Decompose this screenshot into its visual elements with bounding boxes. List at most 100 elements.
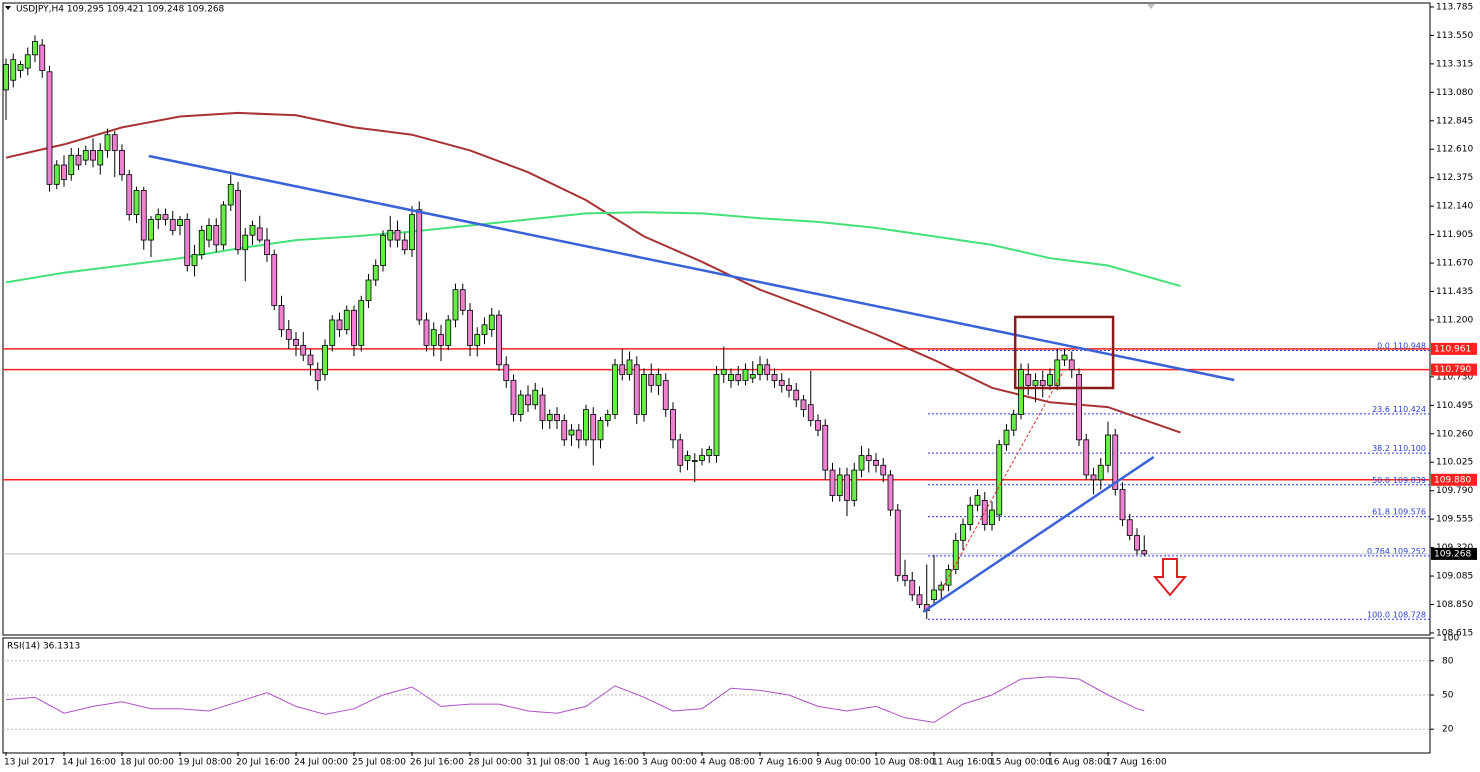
candle-body: [757, 364, 763, 375]
candle-body: [314, 369, 321, 381]
candle-body: [242, 234, 249, 251]
trendline: [940, 371, 1064, 591]
candle-body: [227, 183, 234, 206]
y-tick-label: 113.315: [1436, 59, 1473, 69]
candle-body: [1032, 380, 1039, 386]
y-tick-label: 110.260: [1436, 429, 1473, 439]
candle-body: [10, 59, 17, 81]
candle-body: [467, 309, 473, 346]
candle-body: [111, 134, 118, 151]
y-tick-label: 112.845: [1436, 116, 1473, 126]
y-tick-label: 110.730: [1436, 372, 1473, 382]
y-tick-label: 111.905: [1436, 230, 1473, 240]
y-tick-label: 110.495: [1436, 401, 1473, 411]
candle-body: [452, 289, 459, 321]
rsi-title: RSI(14) 36.1313: [7, 642, 80, 652]
candle-body: [249, 225, 256, 236]
candle-body: [1097, 464, 1104, 481]
candle-body: [365, 279, 372, 301]
candle-body: [459, 289, 466, 311]
x-tick-label: 26 Jul 16:00: [410, 758, 464, 768]
candle-body: [1061, 354, 1068, 361]
fib-label: 50.0 109.839: [1372, 475, 1426, 484]
candle-body: [989, 509, 995, 526]
candle-body: [525, 394, 531, 406]
candle-body: [996, 444, 1003, 516]
candle-body: [17, 64, 24, 71]
x-tick-label: 19 Jul 08:00: [178, 758, 232, 768]
candle-body: [119, 150, 125, 176]
candle-body: [865, 455, 872, 461]
candle-body: [742, 369, 749, 381]
rsi-line: [5, 676, 1145, 723]
candle-body: [445, 319, 452, 346]
x-tick-label: 20 Jul 16:00: [236, 758, 290, 768]
candle-body: [264, 239, 270, 255]
fib-price: 109.839: [1393, 475, 1426, 484]
x-tick-label: 15 Aug 00:00: [990, 758, 1051, 768]
candle-body: [300, 344, 307, 356]
x-tick-label: 11 Aug 16:00: [932, 758, 993, 768]
candle-body: [75, 154, 82, 166]
level-label: 110.961: [1434, 344, 1471, 354]
candle-body: [800, 399, 807, 410]
candle-body: [162, 214, 169, 220]
candle-body: [749, 374, 756, 379]
rsi-tick-label: 100: [1442, 634, 1459, 644]
candle-body: [960, 524, 966, 541]
candle-body: [503, 364, 510, 381]
candle-body: [401, 239, 408, 251]
fib-level: 0.764: [1367, 546, 1390, 555]
candle-body: [1105, 434, 1111, 466]
candle-body: [90, 150, 96, 161]
candle-body: [945, 569, 952, 586]
x-tick-label: 16 Aug 08:00: [1048, 758, 1109, 768]
fib-price: 109.252: [1393, 546, 1426, 555]
fib-level: 61.8: [1372, 507, 1390, 516]
candle-body: [655, 374, 662, 386]
candle-body: [1068, 359, 1075, 371]
y-tick-label: 113.080: [1436, 88, 1473, 98]
candle-body: [546, 414, 553, 421]
fib-label: 23.6 110.424: [1372, 404, 1426, 413]
candle-body: [155, 214, 162, 220]
candle-body: [177, 219, 183, 226]
candle-body: [1119, 489, 1126, 521]
y-tick-label: 112.375: [1436, 173, 1473, 183]
x-tick-label: 7 Aug 16:00: [758, 758, 813, 768]
x-tick-label: 18 Jul 00:00: [120, 758, 174, 768]
fib-label: 0.0 110.948: [1377, 341, 1426, 350]
candle-body: [256, 227, 263, 241]
candle-body: [126, 174, 133, 216]
candle-body: [329, 319, 336, 346]
rsi-panel: [3, 660, 1430, 730]
candle-body: [140, 190, 147, 241]
candle-body: [720, 369, 727, 375]
candle-body: [351, 309, 357, 346]
candle-body: [902, 575, 908, 581]
candle-body: [684, 455, 691, 461]
candle-body: [32, 41, 38, 56]
candle-body: [880, 464, 887, 476]
candle-body: [844, 474, 850, 501]
level-label-box: [1431, 363, 1477, 376]
candle-body: [409, 214, 415, 251]
fib-price: 110.424: [1393, 404, 1426, 413]
candle-body: [909, 579, 916, 596]
x-tick-label: 14 Jul 16:00: [62, 758, 116, 768]
candle-body: [322, 344, 328, 375]
candle-body: [677, 439, 684, 466]
y-tick-label: 112.610: [1436, 145, 1473, 155]
candle-body: [938, 584, 945, 591]
candle-body: [612, 364, 618, 415]
moving-average: [5, 111, 1181, 434]
level-label: 110.790: [1434, 365, 1471, 375]
candle-body: [1047, 374, 1053, 386]
down-arrow: [1152, 558, 1188, 597]
candle-body: [706, 449, 713, 456]
candle-body: [380, 234, 386, 266]
rsi-tick-label: 50: [1442, 691, 1454, 701]
fib-level: 23.6: [1372, 404, 1390, 413]
